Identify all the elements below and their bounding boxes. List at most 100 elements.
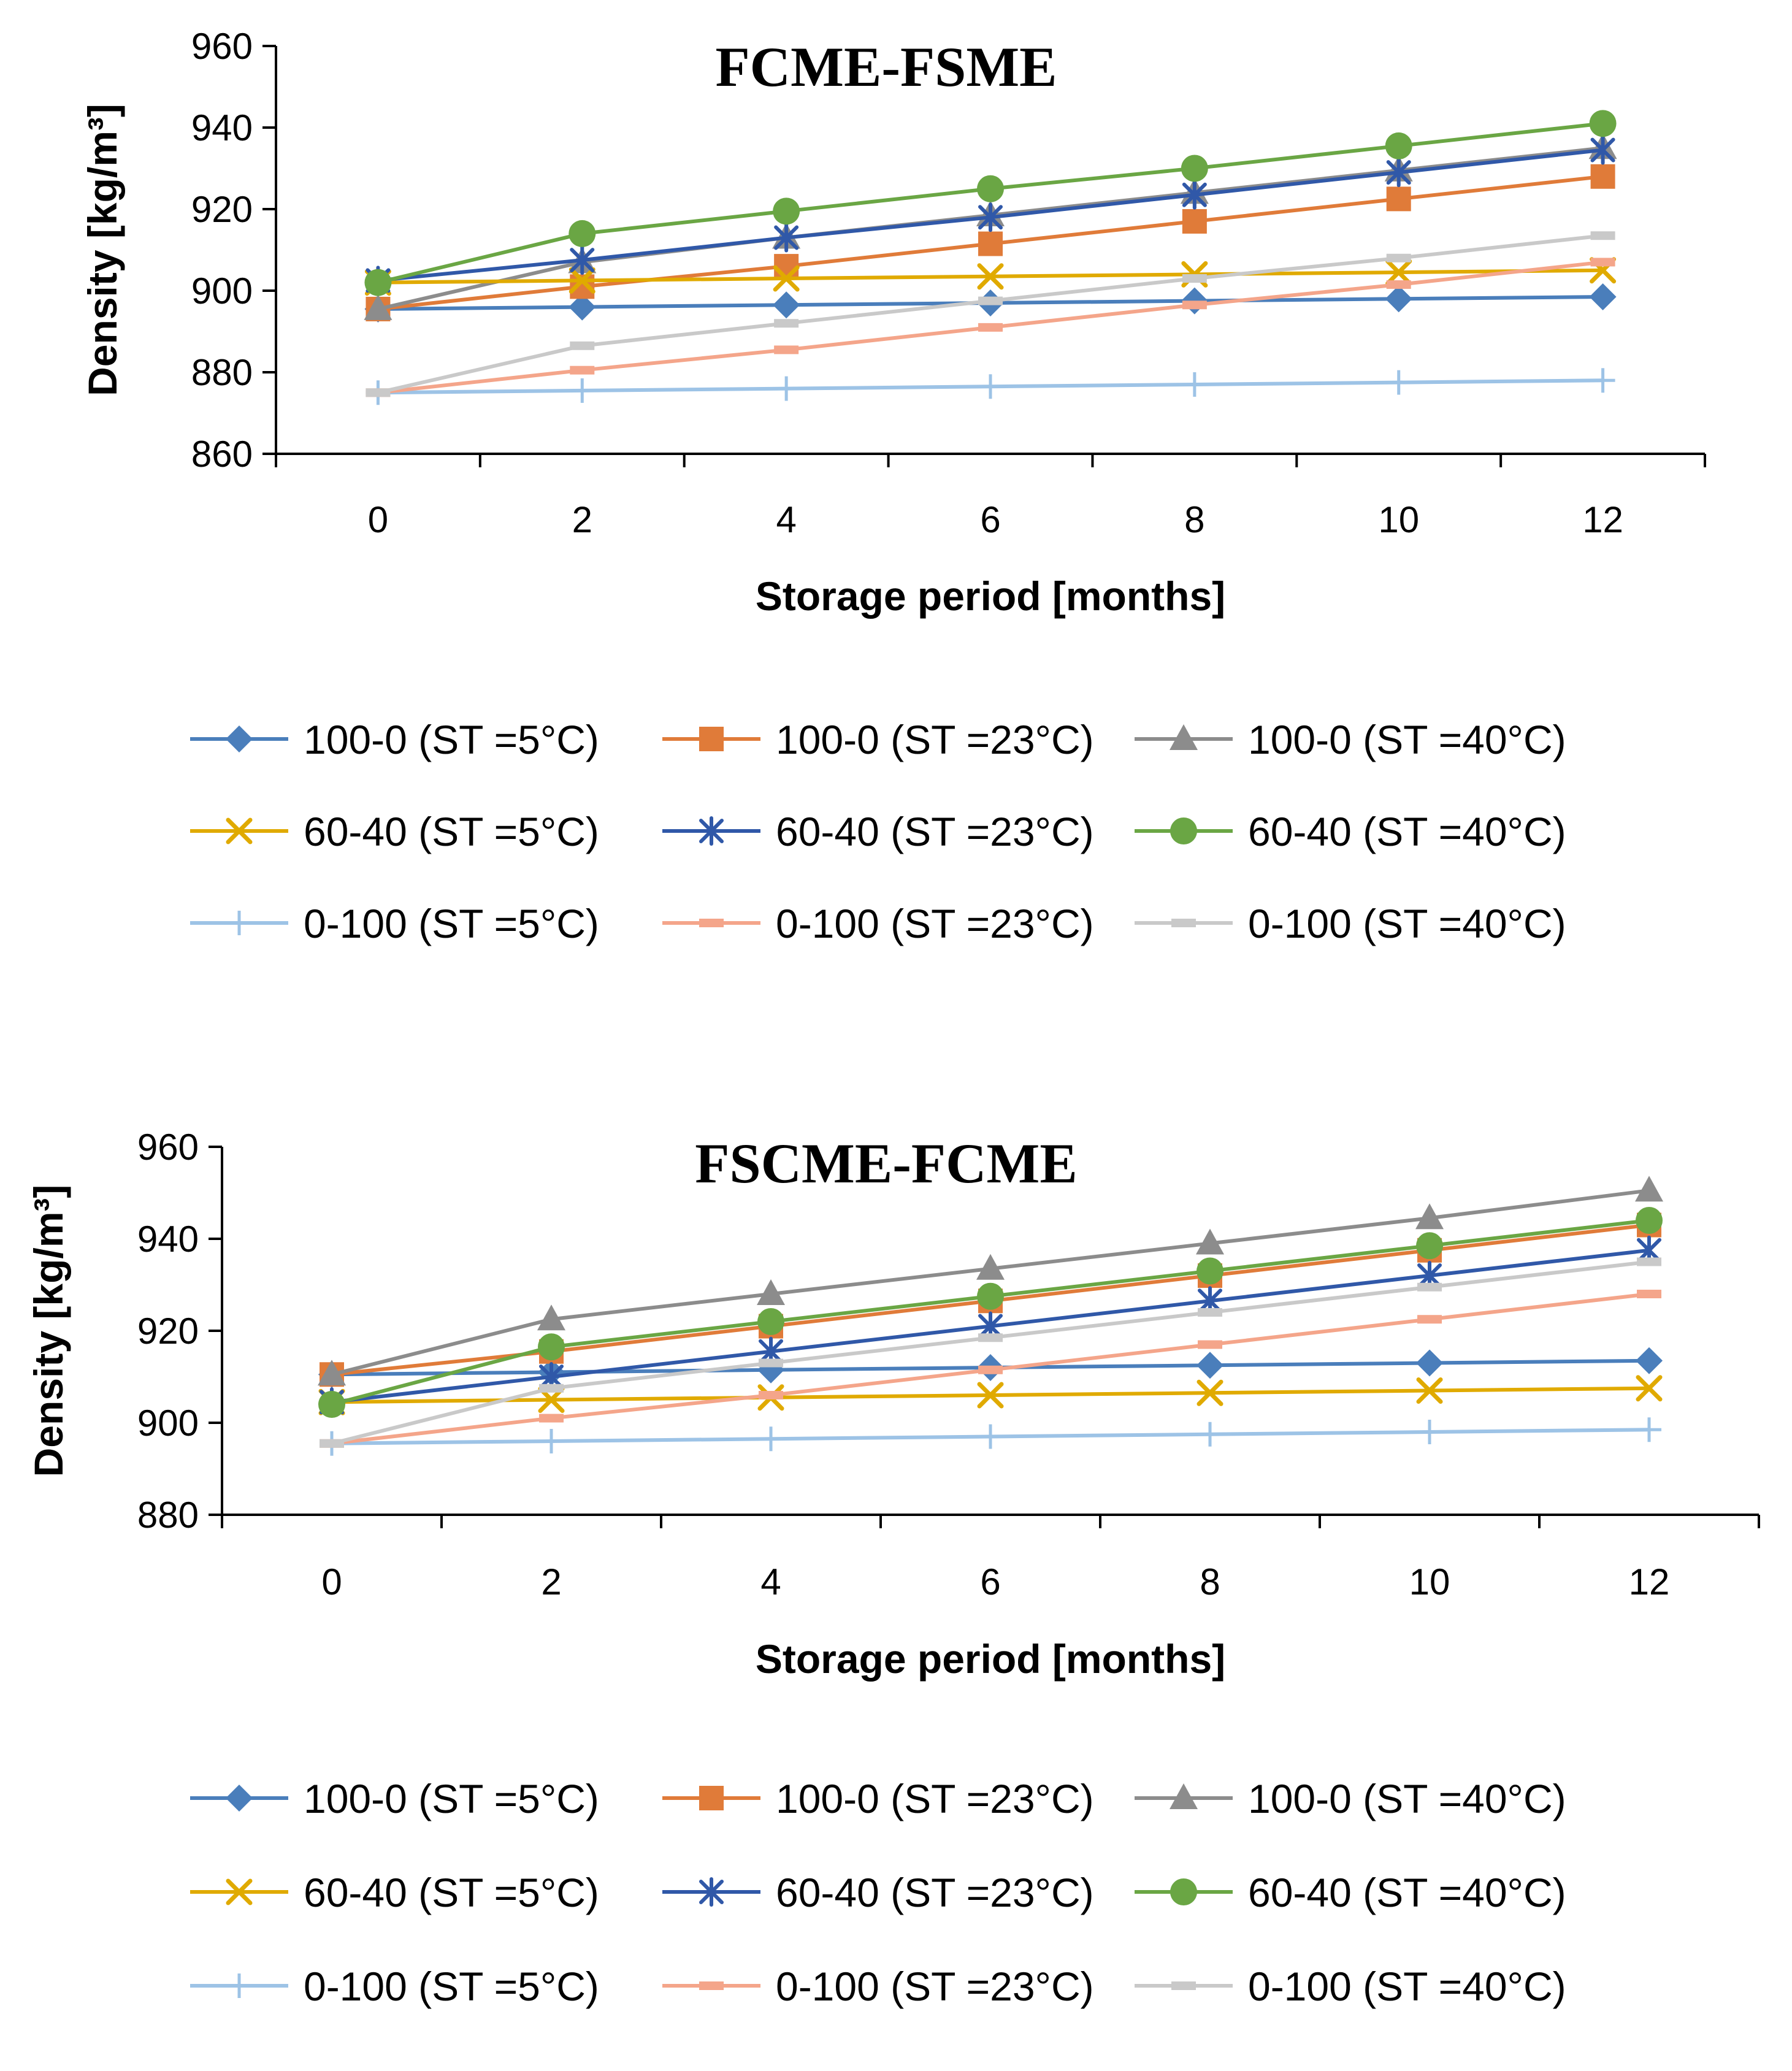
y-tick-label-0: 880 [137,1495,199,1536]
legend-item: 60-40 (ST =40°C) [1135,1870,1566,1915]
legend-marker [699,919,724,927]
data-point [1635,1176,1663,1202]
x-tick-label-2: 4 [776,499,796,540]
data-point [977,175,1004,202]
data-point [774,319,799,328]
data-point [1415,1203,1444,1230]
data-point [364,269,392,296]
y-axis-title: Density [kg/m³] [26,1185,71,1477]
x-tick-label-0: 0 [321,1561,342,1602]
legend-label: 100-0 (ST =23°C) [776,717,1094,762]
legend-label: 100-0 (ST =5°C) [304,1776,599,1821]
legend-marker [1171,1981,1196,1990]
legend-marker [699,727,724,751]
legend-item: 0-100 (ST =40°C) [1135,901,1566,946]
legend-label: 60-40 (ST =40°C) [1248,809,1566,854]
legend-item: 60-40 (ST =5°C) [190,809,599,854]
chart-title: FSCME-FCME [695,1132,1077,1195]
data-point [978,296,1003,305]
legend-label: 0-100 (ST =5°C) [304,901,599,946]
data-point [757,1279,785,1305]
data-point [570,245,595,275]
data-point [1637,1290,1661,1298]
data-point [978,374,1003,399]
data-point [976,1254,1005,1280]
data-point [759,1391,783,1399]
x-tick-label-0: 0 [368,499,388,540]
series-3 [318,1176,1663,1386]
legend-marker [227,911,251,935]
data-point [539,1384,564,1393]
x-tick-label-5: 10 [1409,1561,1450,1602]
data-point [1197,1379,1223,1406]
data-point [1636,1347,1663,1374]
data-point [1198,1308,1222,1317]
legend-label: 100-0 (ST =40°C) [1248,1776,1566,1821]
data-point [318,1360,346,1386]
data-point [1198,1422,1222,1447]
x-tick-label-5: 10 [1378,499,1419,540]
y-tick-label-5: 960 [191,26,253,67]
legend-item: 100-0 (ST =23°C) [662,717,1094,762]
legend-marker [226,817,253,844]
data-point [977,1382,1004,1409]
data-point [366,388,391,397]
legend-item: 0-100 (ST =23°C) [662,901,1094,946]
data-point [539,1414,564,1423]
data-point [1637,1257,1661,1266]
chart-1: 860 880 900 920 940 960 0 2 4 6 8 10 12 FCME-FSME Stor… [80,26,1706,946]
legend-item: 100-0 (ST =40°C) [1135,1776,1566,1821]
legend-item: 60-40 (ST =5°C) [190,1870,599,1915]
data-point [1182,180,1207,210]
data-point [774,376,799,401]
legend-marker [1170,724,1198,750]
data-point [978,1333,1003,1342]
data-point [1182,209,1207,234]
y-tick-label-0: 860 [191,434,253,475]
chart-2: 880 900 920 940 960 0 2 4 6 8 10 12 FSCME-FCME Storag… [26,1127,1760,2009]
legend-label: 60-40 (ST =23°C) [776,1870,1094,1915]
data-point [773,291,800,319]
legend-label: 60-40 (ST =40°C) [1248,1870,1566,1915]
data-point [1182,301,1207,310]
legend-item: 0-100 (ST =5°C) [190,1964,599,2009]
y-tick-label-2: 920 [137,1311,199,1352]
x-axis-title: Storage period [months] [756,1636,1225,1682]
legend-marker [699,1786,724,1810]
data-point [774,345,799,354]
y-axis-title: Density [kg/m³] [80,104,125,396]
data-point [978,323,1003,332]
x-tick-label-4: 8 [1184,499,1204,540]
data-point [1589,110,1617,137]
legend-marker [227,1973,251,1998]
data-point [569,267,595,294]
data-point [978,1424,1003,1449]
data-point [1385,285,1412,313]
y-tick-label-4: 940 [191,107,253,148]
data-point [537,1304,565,1331]
legend: 100-0 (ST =5°C) 100-0 (ST =23°C) 100-0 (ST… [190,717,1566,946]
data-point [1637,1417,1661,1442]
data-point [977,1282,1004,1310]
data-point [1386,280,1411,289]
chart-title: FCME-FSME [715,36,1057,98]
data-point [1385,259,1412,286]
x-tick-label-3: 6 [980,499,1000,540]
series-8 [366,258,1615,397]
data-point [538,1333,565,1361]
data-point [1197,1257,1223,1285]
y-tick-label-1: 880 [191,352,253,393]
data-point [1590,164,1615,189]
x-tick-label-6: 12 [1582,499,1623,540]
data-point [1636,1207,1663,1234]
data-point [1416,1349,1443,1377]
data-point [978,202,1003,232]
data-point [1181,155,1208,182]
series-6 [364,110,1617,296]
data-point [1417,1282,1442,1292]
legend-marker [1170,1783,1198,1809]
data-point [1385,132,1412,159]
x-tick-label-2: 4 [760,1561,781,1602]
legend-item: 100-0 (ST =5°C) [190,717,599,762]
data-point [320,1439,344,1448]
